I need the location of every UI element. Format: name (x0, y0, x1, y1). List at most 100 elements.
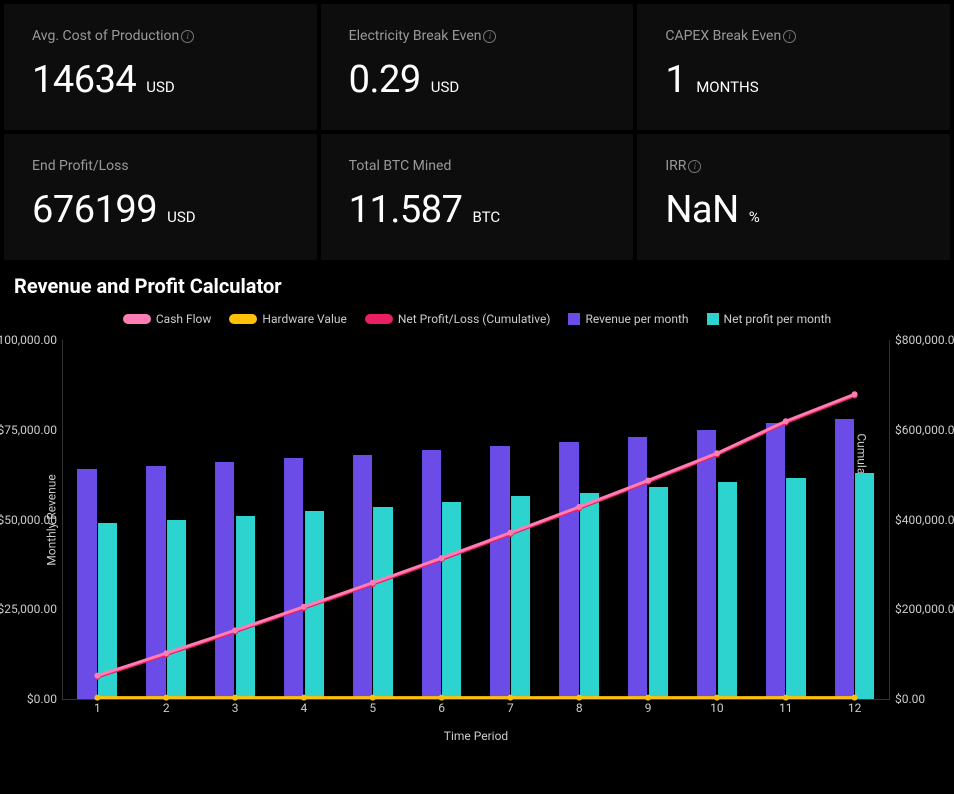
legend-swatch (229, 314, 257, 324)
metric-card: Avg. Cost of Productioni 14634 USD (4, 4, 317, 130)
metric-label: Total BTC Mined (349, 158, 606, 174)
metric-label: CAPEX Break Eveni (665, 28, 922, 44)
metric-label: End Profit/Loss (32, 158, 289, 174)
y-right-tick: $600,000.00 (895, 423, 954, 437)
metric-value: 0.29 (349, 58, 421, 102)
x-tick: 3 (232, 701, 239, 715)
metric-label: IRRi (665, 158, 922, 174)
metric-value: NaN (665, 188, 738, 232)
chart-point[interactable] (645, 695, 651, 701)
x-tick: 6 (438, 701, 445, 715)
chart-lines (63, 340, 889, 699)
legend-swatch (707, 313, 719, 325)
chart-point[interactable] (507, 530, 513, 536)
x-tick: 9 (645, 701, 652, 715)
chart-point[interactable] (232, 695, 238, 701)
y-left-tick: $100,000.00 (0, 333, 57, 347)
chart-point[interactable] (163, 695, 169, 701)
chart-title: Revenue and Profit Calculator (14, 274, 940, 298)
chart-section: Revenue and Profit Calculator Cash Flow H… (0, 260, 954, 700)
legend-label: Hardware Value (262, 312, 346, 326)
metric-card: Electricity Break Eveni 0.29 USD (321, 4, 634, 130)
chart-point[interactable] (370, 580, 376, 586)
x-tick: 11 (779, 701, 793, 715)
metric-value: 1 (665, 58, 686, 102)
y-right-ticks: $0.00$200,000.00$400,000.00$600,000.00$8… (895, 340, 954, 699)
chart-point[interactable] (439, 695, 445, 701)
info-icon[interactable]: i (181, 30, 194, 43)
legend-label: Net Profit/Loss (Cumulative) (398, 312, 551, 326)
legend-item[interactable]: Net profit per month (707, 312, 832, 326)
legend-item[interactable]: Hardware Value (229, 312, 346, 326)
info-icon[interactable]: i (783, 30, 796, 43)
metric-label: Electricity Break Eveni (349, 28, 606, 44)
chart-point[interactable] (714, 450, 720, 456)
y-left-tick: $75,000.00 (0, 423, 57, 437)
legend-item[interactable]: Cash Flow (123, 312, 212, 326)
chart-line[interactable] (97, 394, 854, 675)
y-left-tick: $50,000.00 (0, 513, 57, 527)
metric-value: 676199 (32, 188, 157, 232)
x-tick: 8 (576, 701, 583, 715)
chart-point[interactable] (507, 695, 513, 701)
chart-point[interactable] (714, 695, 720, 701)
metric-unit: MONTHS (696, 78, 758, 96)
y-left-tick: $25,000.00 (0, 602, 57, 616)
metric-card: CAPEX Break Eveni 1 MONTHS (637, 4, 950, 130)
info-icon[interactable]: i (688, 160, 701, 173)
chart-point[interactable] (94, 673, 100, 679)
chart-point[interactable] (783, 695, 789, 701)
chart-point[interactable] (232, 627, 238, 633)
legend-item[interactable]: Revenue per month (568, 312, 688, 326)
y-right-tick: $800,000.00 (895, 333, 954, 347)
legend-swatch (568, 313, 580, 325)
metric-card: End Profit/Loss 676199 USD (4, 134, 317, 260)
y-left-ticks: $0.00$25,000.00$50,000.00$75,000.00$100,… (0, 340, 57, 699)
metric-unit: % (749, 208, 760, 226)
legend-label: Net profit per month (724, 312, 832, 326)
metrics-grid: Avg. Cost of Productioni14634USDElectric… (0, 0, 954, 260)
legend-item[interactable]: Net Profit/Loss (Cumulative) (365, 312, 551, 326)
metric-card: Total BTC Mined 11.587 BTC (321, 134, 634, 260)
metric-value: 11.587 (349, 188, 463, 232)
chart-point[interactable] (783, 418, 789, 424)
chart-point[interactable] (439, 555, 445, 561)
chart-point[interactable] (370, 695, 376, 701)
y-right-tick: $200,000.00 (895, 602, 954, 616)
y-right-tick: $0.00 (895, 692, 954, 706)
chart-legend: Cash Flow Hardware Value Net Profit/Loss (… (14, 312, 940, 326)
y-right-tick: $400,000.00 (895, 513, 954, 527)
metric-value: 14634 (32, 58, 136, 102)
legend-label: Cash Flow (156, 312, 212, 326)
chart-point[interactable] (576, 504, 582, 510)
chart-point[interactable] (163, 650, 169, 656)
y-left-tick: $0.00 (0, 692, 57, 706)
x-axis-label: Time Period (63, 729, 889, 743)
metric-unit: USD (167, 208, 195, 226)
chart-point[interactable] (301, 604, 307, 610)
x-tick: 7 (507, 701, 514, 715)
metric-unit: USD (146, 78, 174, 96)
legend-swatch (365, 314, 393, 324)
metric-card: IRRi NaN% (637, 134, 950, 260)
chart-point[interactable] (94, 695, 100, 701)
metric-unit: BTC (472, 208, 500, 226)
x-tick: 10 (710, 701, 724, 715)
chart-point[interactable] (645, 477, 651, 483)
chart-line[interactable] (97, 396, 854, 677)
metric-label: Avg. Cost of Productioni (32, 28, 289, 44)
chart-point[interactable] (301, 695, 307, 701)
x-tick: 2 (163, 701, 170, 715)
x-tick: 5 (369, 701, 376, 715)
chart-point[interactable] (852, 391, 858, 397)
legend-swatch (123, 314, 151, 324)
x-ticks: 123456789101112 (63, 701, 889, 721)
x-tick: 1 (94, 701, 101, 715)
x-tick: 12 (848, 701, 862, 715)
chart-point[interactable] (576, 695, 582, 701)
metric-unit: USD (431, 78, 459, 96)
chart-point[interactable] (852, 695, 858, 701)
x-tick: 4 (301, 701, 308, 715)
info-icon[interactable]: i (483, 30, 496, 43)
chart-wrap: Monthly Revenue Cumulative Profit and Ca… (14, 340, 940, 700)
